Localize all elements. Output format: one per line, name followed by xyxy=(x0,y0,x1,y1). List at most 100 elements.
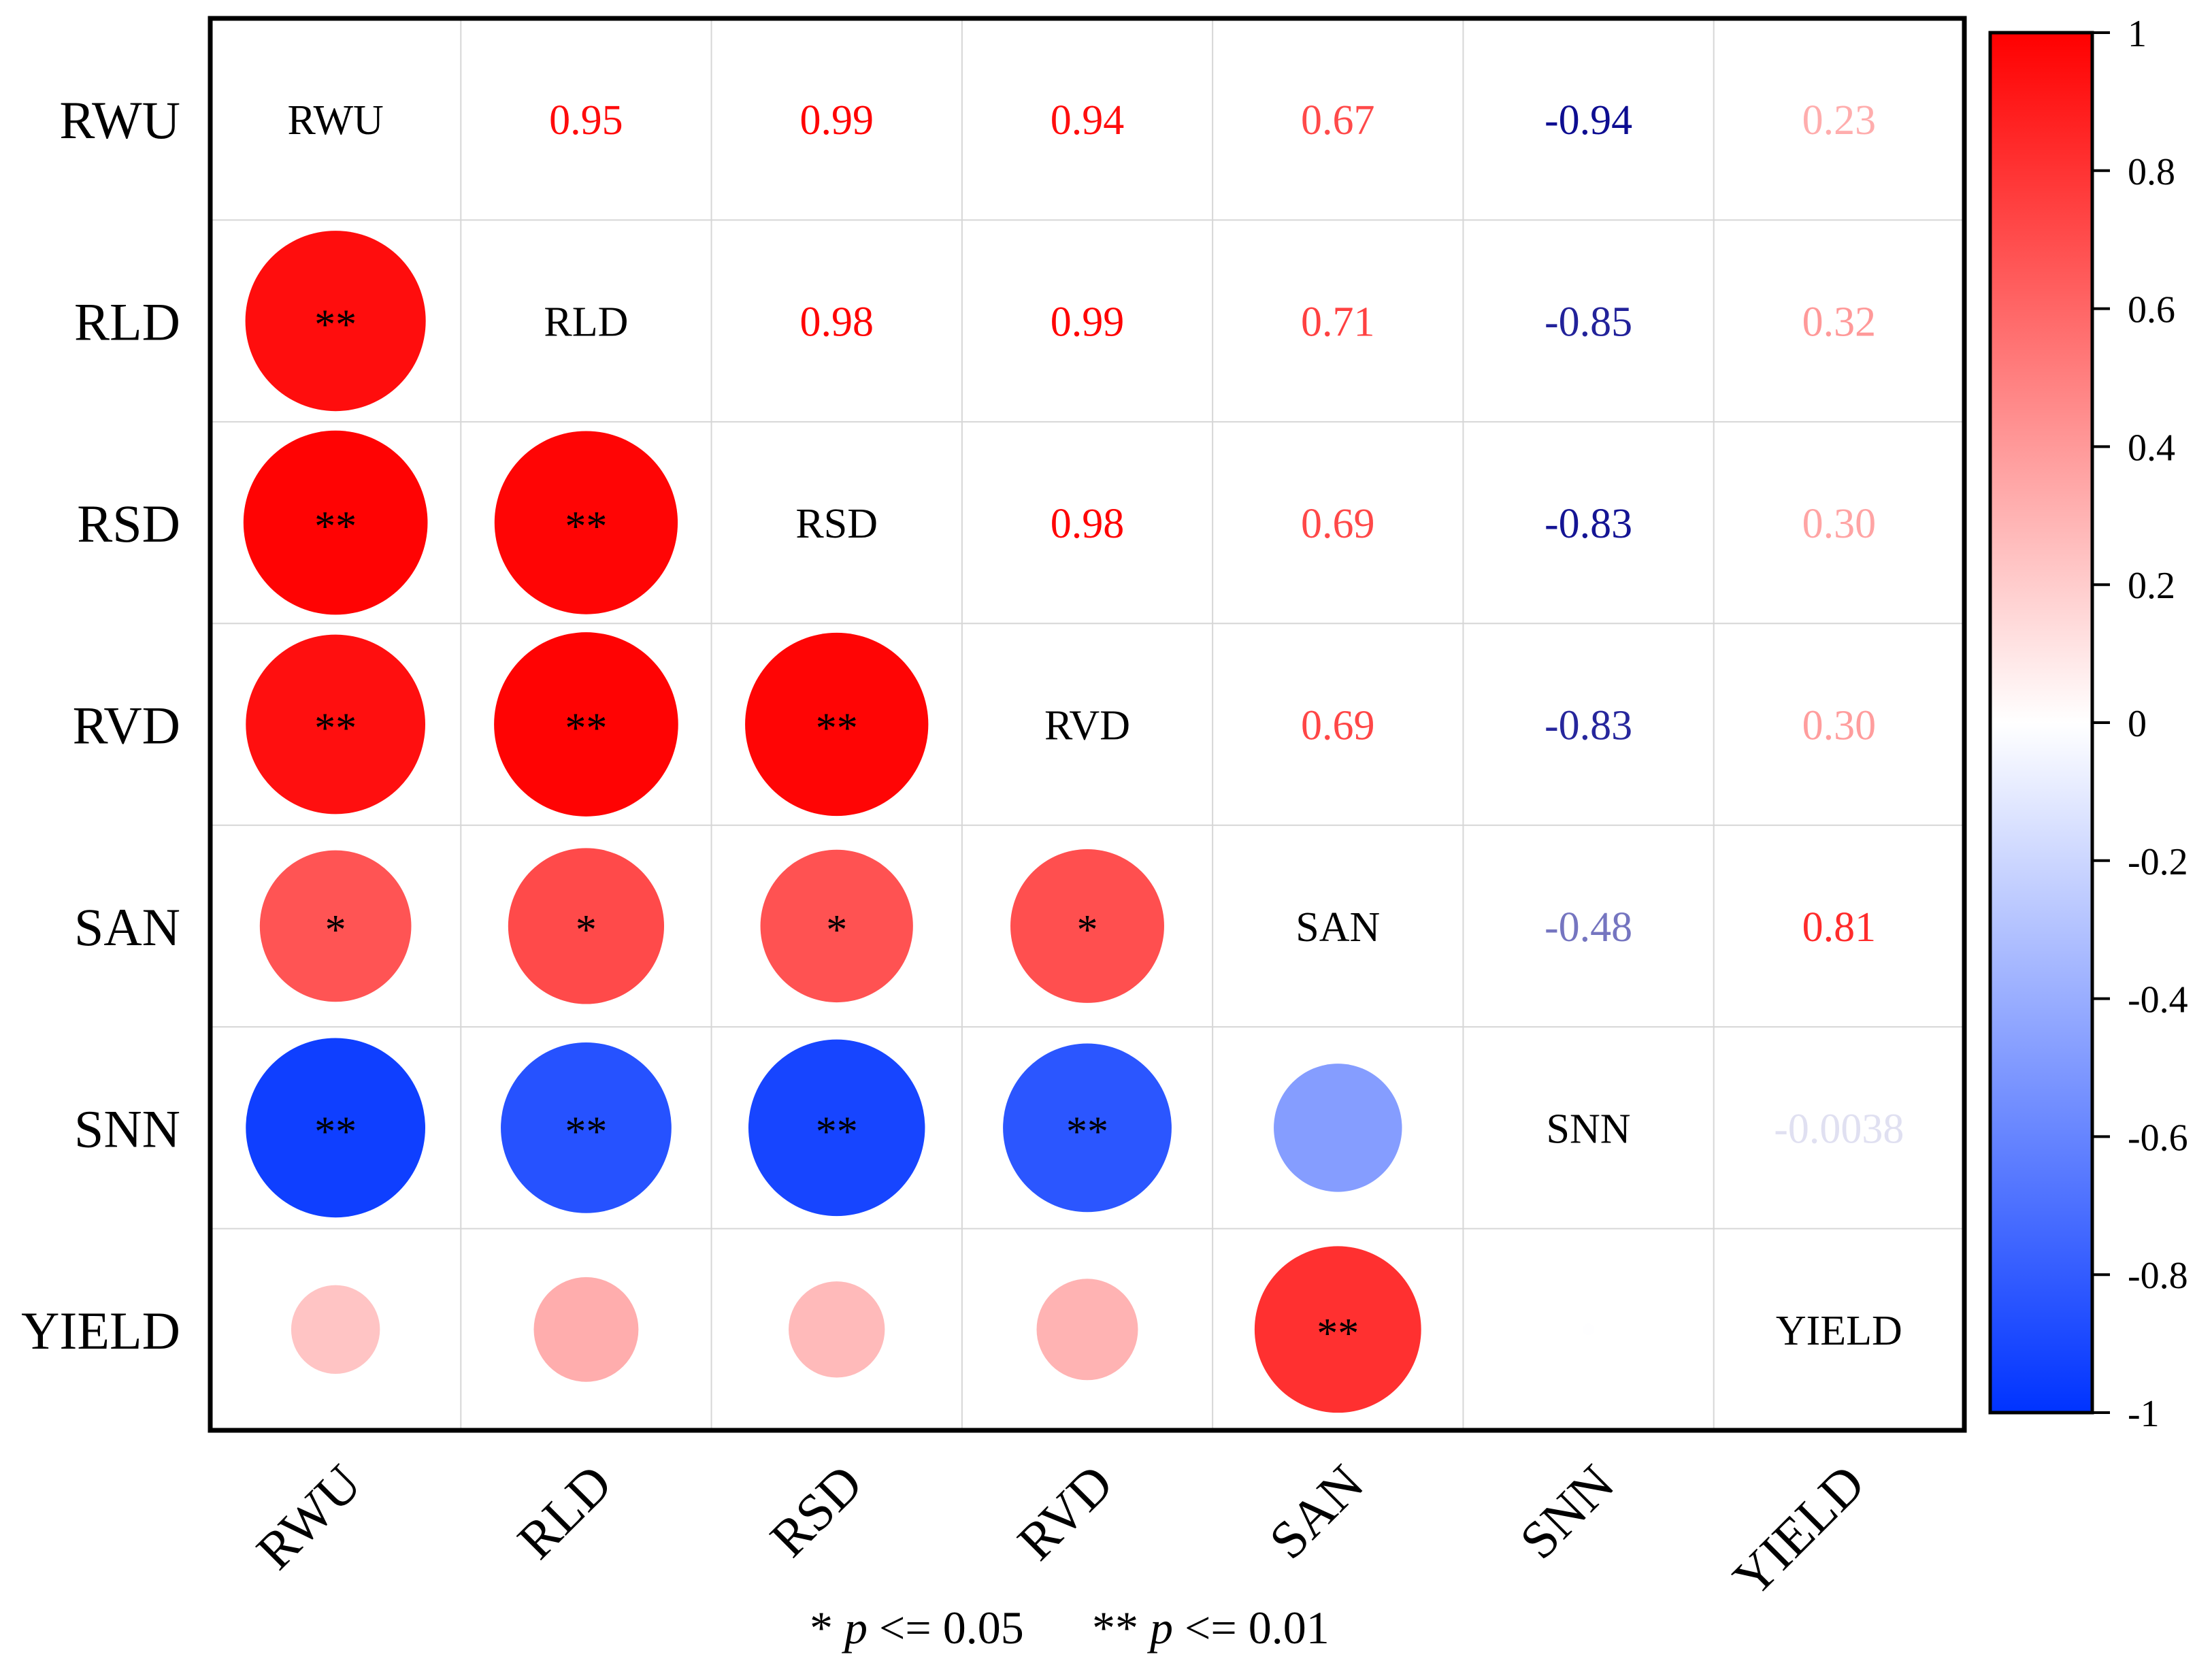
coefficient-label: 0.30 xyxy=(1802,703,1877,749)
y-tick-label: RVD xyxy=(73,696,180,755)
significance-mark: * xyxy=(826,907,847,953)
significance-mark: ** xyxy=(314,302,357,348)
significance-mark: ** xyxy=(565,504,607,550)
legend-single: * p <= 0.05 xyxy=(810,1602,1024,1654)
y-tick-label: RSD xyxy=(77,494,180,553)
y-tick-label: SAN xyxy=(74,898,180,957)
colorbar-tick-label: -0.2 xyxy=(2128,841,2188,883)
correlation-circle xyxy=(246,634,425,815)
coefficient-label: 0.30 xyxy=(1802,501,1877,547)
y-tick-label: RWU xyxy=(59,91,180,150)
correlation-circle xyxy=(745,632,929,817)
coefficient-label: 0.69 xyxy=(1301,703,1375,749)
correlation-circle xyxy=(760,849,913,1003)
colorbar-tick-label: -0.4 xyxy=(2128,979,2188,1021)
correlation-circle xyxy=(748,1039,925,1217)
significance-mark: ** xyxy=(314,706,357,752)
correlation-circle xyxy=(1036,1279,1138,1381)
y-tick-label: YIELD xyxy=(21,1301,180,1360)
correlation-circle xyxy=(1010,849,1164,1003)
correlation-circle xyxy=(533,1277,639,1382)
correlation-circle xyxy=(1003,1043,1172,1213)
coefficient-label: 0.98 xyxy=(799,299,874,346)
correlation-circle xyxy=(501,1042,672,1213)
significance-mark: ** xyxy=(565,1108,607,1155)
coefficient-label: 0.71 xyxy=(1301,299,1375,346)
correlation-circle xyxy=(1274,1064,1402,1192)
colorbar-tick-label: 0.6 xyxy=(2128,289,2175,331)
correlation-circle xyxy=(245,231,426,412)
x-tick-label: SAN xyxy=(1257,1453,1374,1570)
coefficient-label: 0.99 xyxy=(799,97,874,144)
coefficient-label: 0.67 xyxy=(1301,97,1375,144)
significance-mark: * xyxy=(1077,907,1098,953)
correlation-circle xyxy=(1254,1246,1421,1413)
y-tick-label: SNN xyxy=(74,1099,180,1158)
significance-mark: ** xyxy=(314,1108,357,1155)
significance-mark: ** xyxy=(314,504,357,550)
significance-legend: * p <= 0.05 ** p <= 0.01 xyxy=(810,1602,1330,1654)
coefficient-label: -0.85 xyxy=(1545,299,1632,346)
coefficient-label: 0.32 xyxy=(1802,299,1877,346)
cell-text: RWU 0.95 0.99 0.94 0.67 -0.94 0.23** RLD 0.98 0.9… xyxy=(288,97,1904,1357)
correlation-circle xyxy=(259,850,412,1002)
significance-mark: * xyxy=(576,907,597,953)
coefficient-label: 0.95 xyxy=(549,97,623,144)
diagonal-label: RLD xyxy=(544,299,628,346)
significance-mark: ** xyxy=(565,706,607,752)
diagonal-label: RVD xyxy=(1044,703,1130,749)
x-tick-label: SNN xyxy=(1508,1453,1625,1570)
x-tick-label: RVD xyxy=(1006,1453,1124,1572)
coefficient-label: -0.94 xyxy=(1545,97,1632,144)
coefficient-label: 0.23 xyxy=(1802,97,1877,144)
colorbar-gradient xyxy=(1988,31,2094,1415)
axis-labels: RWU RWU RLD RLD RSD RSD RVD RVD SAN SAN SNN SNN YIEL… xyxy=(21,91,1876,1607)
plot-frame xyxy=(208,16,1967,1433)
legend-double: ** p <= 0.01 xyxy=(1092,1602,1330,1654)
significance-mark: ** xyxy=(1066,1108,1108,1155)
colorbar-tick-label: -0.6 xyxy=(2128,1117,2188,1159)
correlation-circle xyxy=(243,430,428,615)
colorbar: 1 0.8 0.6 0.4 0.2 0 -0.2 -0.4 -0.6 -0.8 -1 xyxy=(1988,13,2188,1435)
significance-mark: ** xyxy=(816,706,858,752)
correlation-circle xyxy=(246,1038,425,1218)
coefficient-label: 0.98 xyxy=(1051,501,1125,547)
x-tick-label: RSD xyxy=(759,1453,874,1568)
coefficient-label: -0.83 xyxy=(1545,501,1632,547)
coefficient-label: -0.0038 xyxy=(1774,1106,1904,1152)
correlation-circle xyxy=(494,431,678,614)
x-tick-label: YIELD xyxy=(1721,1453,1876,1608)
correlation-circle xyxy=(508,848,665,1004)
circle-marks xyxy=(243,231,1594,1413)
significance-mark: ** xyxy=(816,1108,858,1155)
diagonal-label: RWU xyxy=(288,97,384,144)
diagonal-label: SNN xyxy=(1547,1106,1631,1152)
x-tick-label: RWU xyxy=(245,1453,372,1581)
colorbar-tick-label: 0 xyxy=(2128,703,2147,745)
correlation-circle xyxy=(494,632,678,817)
correlation-circle xyxy=(1583,1323,1594,1336)
diagonal-label: SAN xyxy=(1295,904,1380,951)
diagonal-label: RSD xyxy=(795,501,878,547)
coefficient-label: 0.94 xyxy=(1051,97,1125,144)
colorbar-tick-label: 0.2 xyxy=(2128,565,2175,607)
colorbar-tick-label: -1 xyxy=(2128,1393,2160,1435)
colorbar-tick-label: -0.8 xyxy=(2128,1255,2188,1297)
x-tick-label: RLD xyxy=(506,1453,623,1570)
significance-mark: * xyxy=(325,907,346,953)
significance-mark: ** xyxy=(1317,1311,1359,1357)
coefficient-label: 0.69 xyxy=(1301,501,1375,547)
y-tick-label: RLD xyxy=(74,293,180,352)
correlation-circle xyxy=(789,1281,885,1378)
coefficient-label: 0.99 xyxy=(1051,299,1125,346)
coefficient-label: -0.83 xyxy=(1545,703,1632,749)
coefficient-label: 0.81 xyxy=(1802,904,1877,951)
colorbar-tick-label: 1 xyxy=(2128,13,2147,55)
diagonal-label: YIELD xyxy=(1776,1308,1902,1354)
grid-lines xyxy=(210,18,1964,1430)
colorbar-tick-label: 0.4 xyxy=(2128,427,2175,469)
colorbar-tick-label: 0.8 xyxy=(2128,151,2175,193)
coefficient-label: -0.48 xyxy=(1545,904,1632,951)
correlation-circle xyxy=(291,1285,380,1375)
